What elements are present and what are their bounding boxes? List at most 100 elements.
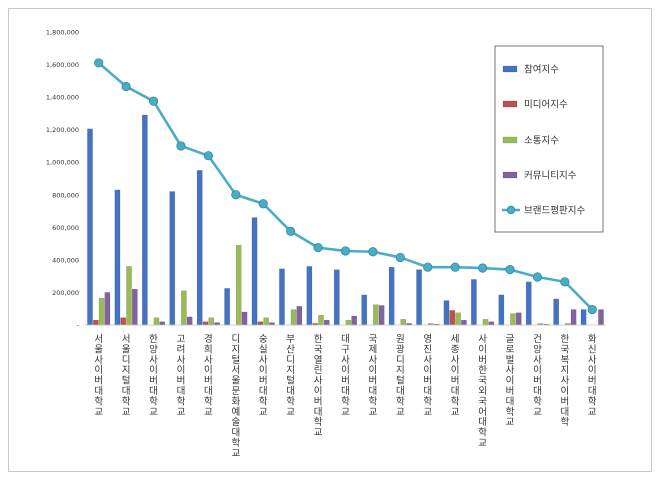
line-point xyxy=(368,247,378,257)
bar xyxy=(196,170,203,326)
bar xyxy=(400,319,407,326)
legend-label: 커뮤니티지수 xyxy=(524,171,577,182)
line-point xyxy=(258,199,268,209)
bar xyxy=(449,310,456,326)
bar xyxy=(461,319,467,326)
line-point xyxy=(450,262,460,272)
y-tick-label: 400,000 xyxy=(52,256,79,264)
y-tick-label: 600,000 xyxy=(52,224,79,232)
bar xyxy=(378,305,385,326)
legend-label: 참여지수 xyxy=(524,64,559,76)
bar xyxy=(498,294,505,326)
bar xyxy=(306,266,313,326)
bar xyxy=(235,245,242,326)
bar xyxy=(126,266,132,326)
bar xyxy=(345,319,352,326)
bar xyxy=(482,319,489,326)
bar xyxy=(318,315,324,326)
bar xyxy=(443,300,450,326)
line-point xyxy=(587,304,597,315)
bar xyxy=(120,317,127,326)
bar xyxy=(296,306,303,326)
bar xyxy=(290,309,297,326)
bar xyxy=(373,304,379,326)
line-point xyxy=(423,262,433,272)
bar xyxy=(334,269,340,326)
legend-label: 소통지수 xyxy=(524,136,559,147)
line-point xyxy=(94,58,104,68)
line-point xyxy=(286,226,296,236)
legend-swatch xyxy=(502,136,518,144)
line-point xyxy=(340,246,351,256)
bar xyxy=(488,321,495,326)
bar xyxy=(142,114,148,326)
legend-label: 브랜드평판지수 xyxy=(524,206,585,217)
y-tick-label: 800,000 xyxy=(52,191,79,199)
bar xyxy=(104,292,111,326)
line-point xyxy=(478,263,488,273)
bar xyxy=(553,298,559,326)
legend-swatch xyxy=(506,205,516,215)
y-tick-label: 1,800,000 xyxy=(46,29,79,37)
y-tick-label: 1,000,000 xyxy=(46,159,79,167)
bar xyxy=(202,321,209,326)
legend-label: 미디어지수 xyxy=(524,100,568,111)
y-tick-label: 200,000 xyxy=(52,289,79,297)
bar xyxy=(93,319,99,326)
line-point xyxy=(148,96,159,106)
bar xyxy=(159,321,166,326)
legend-swatch xyxy=(502,100,518,108)
line-point xyxy=(395,252,405,263)
line-point xyxy=(505,265,515,275)
bar xyxy=(525,281,532,326)
bar xyxy=(241,311,248,326)
bar xyxy=(515,312,522,326)
line-point xyxy=(231,190,241,200)
bar xyxy=(224,288,230,326)
legend-swatch xyxy=(502,171,518,179)
line-point xyxy=(560,277,570,287)
bar xyxy=(263,317,269,326)
legend-swatch xyxy=(502,65,518,73)
bar xyxy=(279,268,285,326)
bar xyxy=(132,288,138,326)
line-point xyxy=(313,243,323,253)
bar xyxy=(580,309,587,326)
bar xyxy=(323,319,330,326)
bar xyxy=(471,279,477,326)
bar xyxy=(351,315,358,326)
line-point xyxy=(121,81,131,92)
bar xyxy=(361,294,368,326)
y-tick-label: 1,600,000 xyxy=(46,61,79,69)
bar xyxy=(388,267,395,326)
bar xyxy=(257,321,264,326)
bar xyxy=(510,313,516,326)
line-point xyxy=(176,141,186,151)
bar xyxy=(251,217,258,326)
bar xyxy=(416,269,422,326)
bar xyxy=(169,191,176,326)
bar xyxy=(570,309,577,326)
bar xyxy=(181,290,187,326)
bar xyxy=(98,297,105,326)
bar xyxy=(114,189,121,326)
bar xyxy=(153,317,160,326)
